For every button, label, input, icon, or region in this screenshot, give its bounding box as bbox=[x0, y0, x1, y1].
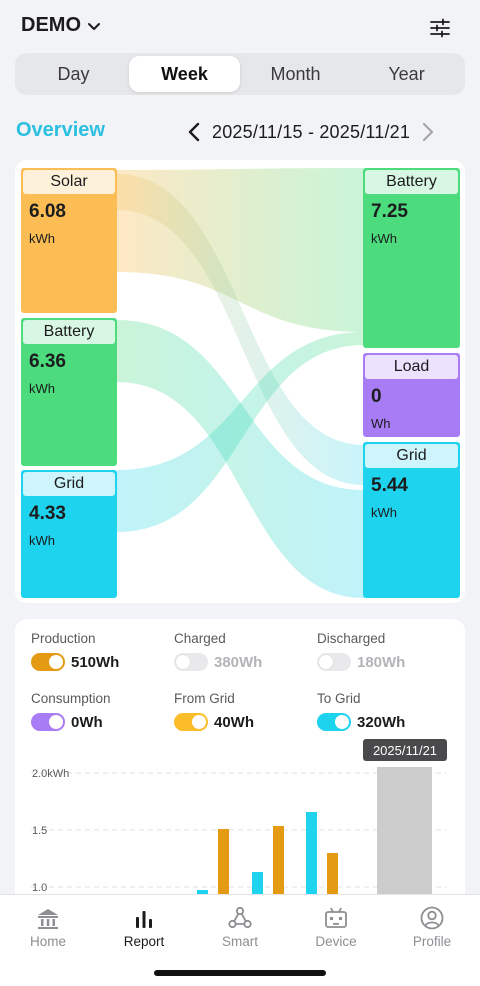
from-grid-toggle[interactable] bbox=[174, 713, 208, 731]
energy-flow-card: Solar 6.08 kWh Battery 6.36 kWh Grid 4.3… bbox=[15, 160, 465, 603]
chevron-left-icon bbox=[188, 122, 200, 142]
nav-report-label: Report bbox=[123, 934, 165, 949]
source-solar-value: 6.08 bbox=[29, 201, 66, 222]
stat-from-grid-value: 40Wh bbox=[214, 713, 255, 731]
source-battery-unit: kWh bbox=[29, 381, 55, 396]
stat-from-grid-name: From Grid bbox=[174, 691, 235, 706]
nav-device[interactable]: Device bbox=[288, 905, 384, 949]
stat-to-grid: To Grid 320Wh bbox=[317, 691, 405, 731]
target-load-value: 0 bbox=[371, 386, 382, 407]
stat-production-value: 510Wh bbox=[71, 653, 120, 671]
target-grid-label: Grid bbox=[365, 444, 458, 468]
stat-consumption-value: 0Wh bbox=[71, 713, 103, 731]
chevron-right-icon bbox=[423, 122, 434, 142]
bar-to-grid bbox=[306, 812, 317, 919]
header: DEMO bbox=[0, 0, 480, 52]
stat-to-grid-value: 320Wh bbox=[357, 713, 406, 731]
charged-toggle[interactable] bbox=[174, 653, 208, 671]
source-grid-unit: kWh bbox=[29, 533, 55, 548]
nav-home[interactable]: Home bbox=[0, 905, 96, 949]
source-battery-value: 6.36 bbox=[29, 351, 66, 372]
chart-tooltip: 2025/11/21 bbox=[363, 739, 447, 761]
stats-card: Production 510Wh Charged 380Wh Discharge… bbox=[15, 619, 465, 919]
flow-grid-to-battery bbox=[117, 332, 364, 532]
nav-profile-label: Profile bbox=[412, 934, 452, 949]
stat-charged-name: Charged bbox=[174, 631, 226, 646]
to-grid-toggle[interactable] bbox=[317, 713, 351, 731]
target-grid-value: 5.44 bbox=[371, 475, 408, 496]
next-period-button[interactable] bbox=[418, 121, 438, 143]
nav-home-label: Home bbox=[29, 934, 66, 949]
stat-discharged: Discharged 180Wh bbox=[317, 631, 405, 671]
source-grid-value: 4.33 bbox=[29, 503, 66, 524]
period-tabs: Day Week Month Year bbox=[15, 53, 465, 95]
target-grid-unit: kWh bbox=[371, 505, 397, 520]
y-tick-label: 1.5 bbox=[32, 825, 47, 837]
target-grid[interactable]: Grid 5.44 kWh bbox=[363, 442, 460, 598]
nav-smart[interactable]: Smart bbox=[192, 905, 288, 949]
prev-period-button[interactable] bbox=[184, 121, 204, 143]
daily-energy-chart: 2.0kWh 1.5 1.0 bbox=[31, 767, 447, 919]
source-solar[interactable]: Solar 6.08 kWh bbox=[21, 168, 117, 313]
home-indicator bbox=[154, 970, 326, 976]
flow-battery-to-grid bbox=[117, 320, 364, 598]
stat-discharged-name: Discharged bbox=[317, 631, 386, 646]
target-battery[interactable]: Battery 7.25 kWh bbox=[363, 168, 460, 348]
stat-production: Production 510Wh bbox=[31, 631, 119, 671]
flow-solar-to-grid bbox=[117, 174, 364, 485]
stat-consumption-name: Consumption bbox=[31, 691, 111, 706]
overview-title: Overview bbox=[16, 119, 105, 141]
tab-month[interactable]: Month bbox=[270, 63, 321, 84]
target-battery-label: Battery bbox=[365, 170, 458, 194]
stat-charged-value: 380Wh bbox=[214, 653, 263, 671]
bar-from-grid bbox=[273, 826, 284, 919]
selected-day-highlight bbox=[377, 767, 432, 919]
site-selector[interactable]: DEMO bbox=[21, 14, 101, 37]
stat-to-grid-name: To Grid bbox=[317, 691, 361, 706]
bar-from-grid bbox=[327, 853, 338, 919]
source-solar-unit: kWh bbox=[29, 231, 55, 246]
target-load-unit: Wh bbox=[371, 416, 391, 431]
target-battery-unit: kWh bbox=[371, 231, 397, 246]
nav-profile[interactable]: Profile bbox=[384, 905, 480, 949]
source-grid-label: Grid bbox=[23, 472, 115, 496]
nav-report[interactable]: Report bbox=[96, 905, 192, 949]
tab-year[interactable]: Year bbox=[388, 63, 425, 84]
date-range: 2025/11/15 - 2025/11/21 bbox=[212, 121, 411, 142]
energy-flow-links bbox=[117, 168, 364, 598]
target-battery-value: 7.25 bbox=[371, 201, 408, 222]
target-load-label: Load bbox=[365, 355, 458, 379]
chevron-down-icon bbox=[88, 22, 100, 30]
stat-discharged-value: 180Wh bbox=[357, 653, 406, 671]
stat-production-name: Production bbox=[31, 631, 96, 646]
tab-day[interactable]: Day bbox=[57, 63, 90, 84]
source-solar-label: Solar bbox=[23, 170, 115, 194]
bar-from-grid bbox=[218, 829, 229, 919]
stat-consumption: Consumption 0Wh bbox=[31, 691, 111, 731]
nav-device-label: Device bbox=[315, 934, 357, 949]
tab-week[interactable]: Week bbox=[129, 56, 240, 92]
y-tick-label: 1.0 bbox=[32, 882, 47, 894]
target-load[interactable]: Load 0 Wh bbox=[363, 353, 460, 437]
source-grid[interactable]: Grid 4.33 kWh bbox=[21, 470, 117, 598]
stat-charged: Charged 380Wh bbox=[174, 631, 262, 671]
consumption-toggle[interactable] bbox=[31, 713, 65, 731]
source-battery-label: Battery bbox=[23, 320, 115, 344]
site-name: DEMO bbox=[21, 14, 81, 36]
sliders-icon[interactable] bbox=[428, 16, 452, 40]
discharged-toggle[interactable] bbox=[317, 653, 351, 671]
profile-icon bbox=[420, 906, 444, 930]
nav-smart-label: Smart bbox=[221, 934, 258, 949]
report-icon bbox=[136, 911, 152, 928]
smart-icon bbox=[228, 906, 252, 929]
stat-from-grid: From Grid 40Wh bbox=[174, 691, 254, 731]
source-battery[interactable]: Battery 6.36 kWh bbox=[21, 318, 117, 466]
y-tick-label: 2.0kWh bbox=[32, 768, 69, 780]
home-icon bbox=[38, 909, 58, 929]
date-navigator: 2025/11/15 - 2025/11/21 bbox=[184, 119, 438, 145]
production-toggle[interactable] bbox=[31, 653, 65, 671]
device-icon bbox=[325, 907, 347, 928]
